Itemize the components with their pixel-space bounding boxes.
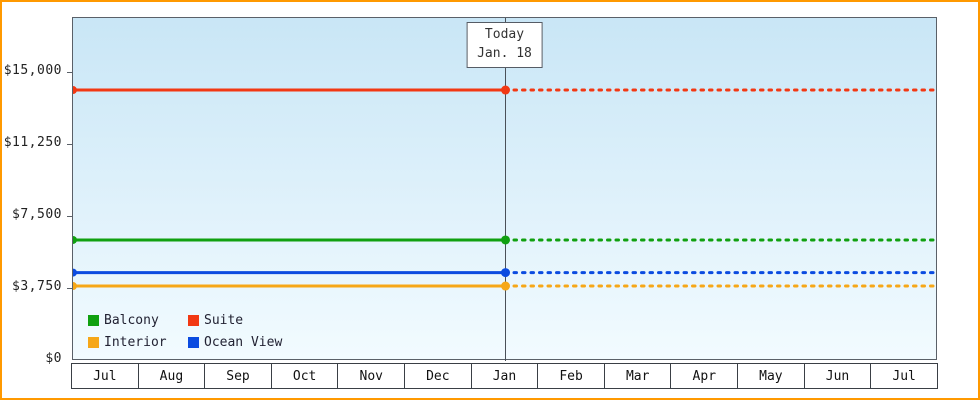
- legend-swatch: [188, 315, 199, 326]
- legend-item: Balcony: [88, 313, 188, 328]
- x-axis-month: Aug: [139, 364, 206, 388]
- legend-swatch: [188, 337, 199, 348]
- x-axis-month: Jun: [805, 364, 872, 388]
- today-label-date: Jan. 18: [477, 45, 532, 61]
- today-label: Today Jan. 18: [466, 22, 543, 68]
- legend-item: Suite: [188, 313, 282, 328]
- today-label-title: Today: [484, 27, 525, 42]
- x-axis-month: Oct: [272, 364, 339, 388]
- legend-label: Suite: [204, 313, 244, 328]
- legend-label: Balcony: [104, 313, 159, 328]
- series-today-marker: [501, 85, 510, 95]
- series-today-marker: [501, 281, 510, 291]
- y-axis-label: $11,250: [3, 134, 62, 150]
- y-axis-tick: [67, 215, 72, 217]
- legend-item: Interior: [88, 335, 188, 350]
- y-axis-tick: [67, 143, 72, 145]
- x-axis-month: Jul: [72, 364, 139, 388]
- y-axis-label: $7,500: [12, 206, 62, 222]
- x-axis-month: Jan: [472, 364, 539, 388]
- x-axis-month: Dec: [405, 364, 472, 388]
- legend-item: Ocean View: [188, 335, 282, 350]
- y-axis-tick: [67, 287, 72, 289]
- chart-svg: [73, 18, 938, 361]
- legend-swatch: [88, 337, 99, 348]
- x-axis-month: Mar: [605, 364, 672, 388]
- y-axis-tick: [67, 71, 72, 73]
- series-start-marker: [73, 235, 77, 244]
- x-axis-month: May: [738, 364, 805, 388]
- series-today-marker: [501, 235, 510, 245]
- plot-area: [72, 17, 938, 361]
- x-axis-month: Apr: [671, 364, 739, 388]
- x-axis-month-band: Jul Aug Sep Oct Nov Dec Jan Feb Mar Apr May Jun Jul: [71, 363, 938, 389]
- x-axis-month: Feb: [538, 364, 605, 388]
- legend-swatch: [88, 315, 99, 326]
- legend: Balcony Suite Interior Ocean View: [88, 313, 282, 350]
- series-start-marker: [73, 86, 77, 95]
- series-start-marker: [73, 268, 77, 277]
- y-axis-label: $0: [45, 351, 62, 366]
- legend-label: Ocean View: [204, 335, 283, 350]
- y-axis-label: $3,750: [12, 278, 62, 294]
- x-axis-month: Nov: [338, 364, 406, 388]
- series-today-marker: [501, 268, 510, 278]
- series-start-marker: [73, 282, 77, 291]
- x-axis-month: Sep: [205, 364, 272, 388]
- legend-label: Interior: [104, 335, 167, 350]
- x-axis-month: Jul: [892, 368, 916, 384]
- y-axis-label: $15,000: [3, 62, 62, 78]
